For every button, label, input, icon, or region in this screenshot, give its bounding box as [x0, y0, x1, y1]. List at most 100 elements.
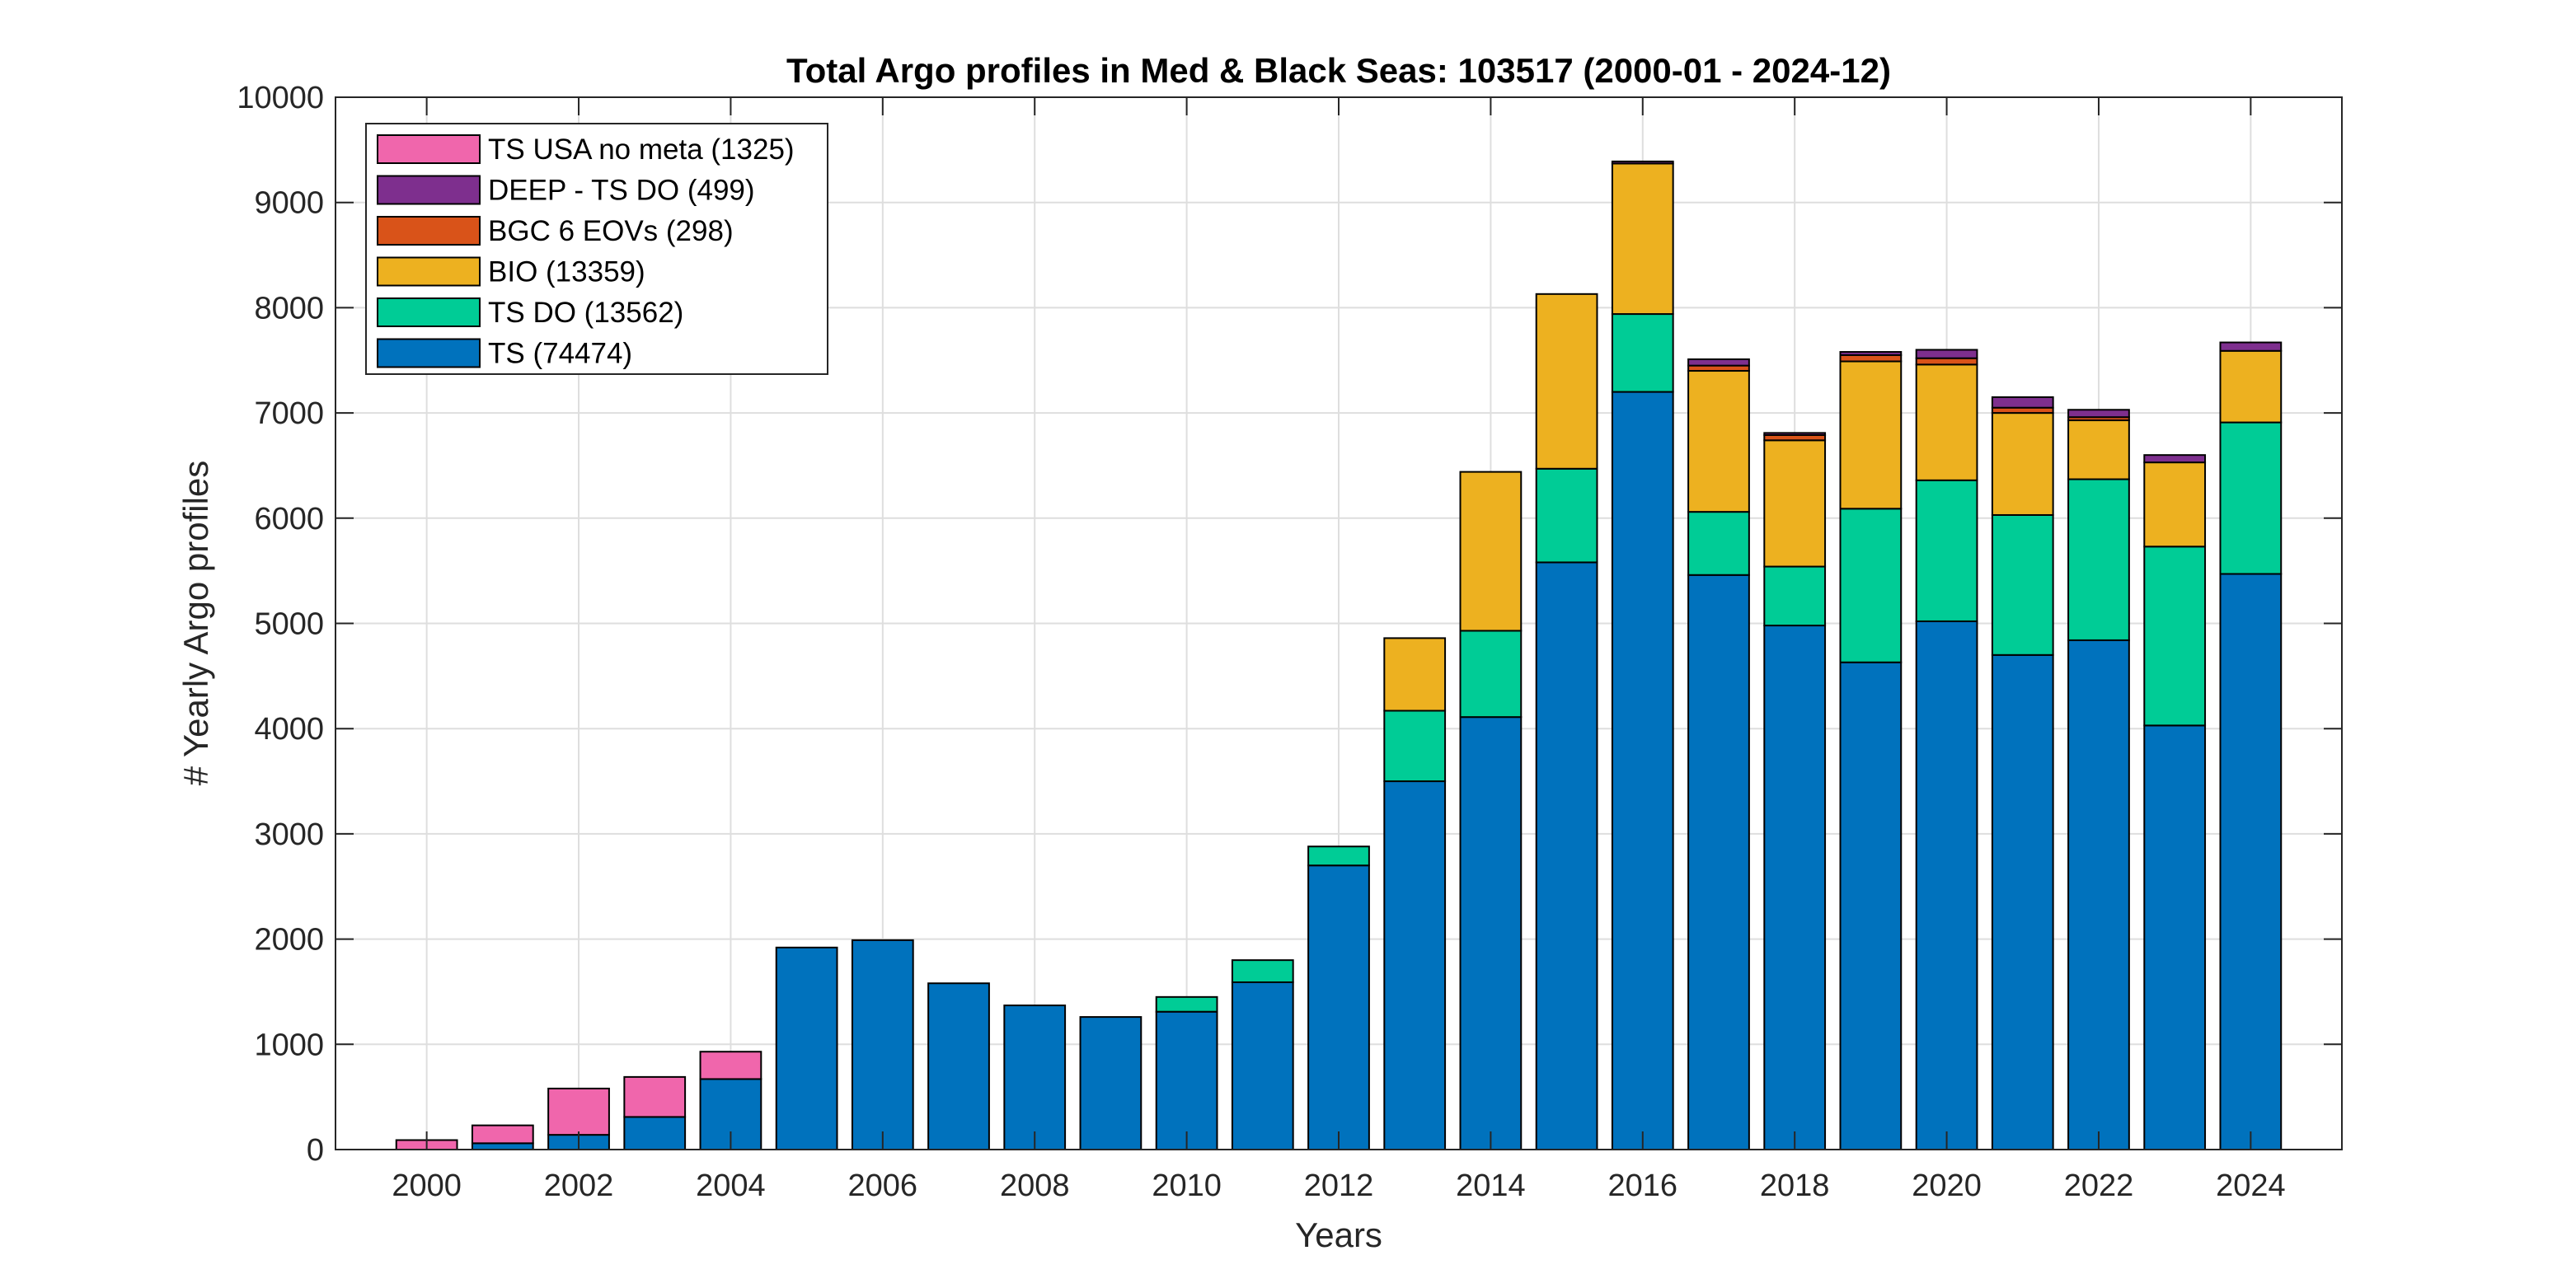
legend-box: [365, 123, 828, 375]
bar-segment: [1839, 661, 1903, 1150]
legend-swatch: [377, 216, 481, 246]
bar-segment: [1231, 981, 1294, 1151]
y-tick-label: 1000: [254, 1028, 324, 1062]
bar-segment: [1839, 351, 1903, 356]
x-tick-label: 2024: [2216, 1169, 2286, 1203]
bar-segment: [2067, 478, 2130, 641]
bar-segment: [1915, 357, 1978, 366]
legend-entry: DEEP - TS DO (499): [488, 175, 755, 207]
y-tick-label: 10000: [237, 81, 324, 115]
bar-segment: [2143, 454, 2207, 464]
y-axis-label: # Yearly Argo profiles: [176, 461, 215, 786]
bar-segment: [1915, 479, 1978, 622]
axis-ticks: [335, 96, 2342, 1150]
bar-segment: [1383, 710, 1447, 783]
bar-segment: [1915, 620, 1978, 1150]
bar-segment: [1839, 508, 1903, 663]
bar-segment: [1763, 565, 1827, 627]
legend-swatch: [377, 134, 481, 164]
x-tick-label: 2010: [1152, 1169, 1222, 1203]
bar-segment: [1079, 1016, 1143, 1151]
bar-segment: [2143, 461, 2207, 548]
legend-entry: TS (74474): [488, 338, 632, 370]
bar-segment: [851, 939, 914, 1150]
bar-segment: [1611, 313, 1674, 393]
x-tick-label: 2018: [1760, 1169, 1830, 1203]
bar-segment: [2143, 546, 2207, 727]
bar-segment: [1687, 370, 1750, 513]
bar-segment: [1839, 354, 1903, 363]
x-tick-label: 2002: [544, 1169, 614, 1203]
bar-segment: [2219, 421, 2283, 575]
bar-segment: [1535, 293, 1598, 470]
legend-entry: TS USA no meta (1325): [488, 133, 795, 166]
x-tick-labels: 2000 2002 2004 2006 2008 2010 2012 2014 2016 2018…: [392, 1169, 2285, 1203]
x-tick-label: 2012: [1304, 1169, 1374, 1203]
bar-segment: [2219, 573, 2283, 1150]
x-tick-label: 2022: [2064, 1169, 2134, 1203]
bar-segment: [1687, 358, 1750, 367]
legend-entry: BIO (13359): [488, 256, 645, 288]
bar-segment: [1535, 467, 1598, 564]
bar-segment: [1991, 513, 2054, 656]
bar-segment: [547, 1087, 610, 1136]
bar-segment: [1611, 391, 1674, 1150]
y-tick-label: 3000: [254, 817, 324, 852]
legend-swatch: [377, 297, 481, 327]
bar-segment: [1459, 630, 1523, 719]
bar-segment: [1915, 363, 1978, 481]
bar-segment: [775, 946, 838, 1151]
bar-segment: [2067, 409, 2130, 419]
bar-segment: [1611, 160, 1674, 165]
bar-segment: [1383, 637, 1447, 712]
x-tick-label: 2016: [1608, 1169, 1678, 1203]
y-tick-labels: 0 1000 2000 3000 4000 5000 6000 7000 8000 9000 100…: [237, 81, 324, 1168]
legend-entry: TS DO (13562): [488, 297, 683, 329]
x-tick-label: 2014: [1456, 1169, 1526, 1203]
bar-segment: [1459, 716, 1523, 1150]
bar-segment: [1915, 349, 1978, 359]
x-tick-label: 2020: [1912, 1169, 1982, 1203]
bar-segment: [1155, 1010, 1218, 1151]
legend-swatch: [377, 338, 481, 368]
bar-segment: [2067, 639, 2130, 1150]
x-tick-label: 2000: [392, 1169, 462, 1203]
legend-swatch: [377, 175, 481, 205]
bar-segment: [1307, 864, 1370, 1150]
bar-segment: [1763, 432, 1827, 436]
bar-segment: [623, 1116, 687, 1150]
bar-segment: [1535, 561, 1598, 1150]
bar-segment: [2067, 419, 2130, 480]
legend: TS USA no meta (1325) DEEP - TS DO (499) B…: [365, 123, 828, 375]
y-tick-label: 5000: [254, 607, 324, 642]
bar-segment: [471, 1142, 534, 1151]
bar-segment: [1763, 439, 1827, 568]
bar-segment: [2219, 349, 2283, 424]
y-tick-label: 4000: [254, 712, 324, 747]
x-tick-label: 2006: [848, 1169, 918, 1203]
bar-segment: [1383, 780, 1447, 1150]
bar-segment: [1763, 625, 1827, 1150]
bar-segment: [2143, 724, 2207, 1150]
y-tick-label: 2000: [254, 923, 324, 958]
y-tick-label: 9000: [254, 186, 324, 221]
bar-segment: [1839, 360, 1903, 510]
bar-segment: [1155, 995, 1218, 1013]
y-tick-label: 8000: [254, 291, 324, 326]
bars: [395, 160, 2283, 1151]
bar-segment: [699, 1051, 762, 1080]
bar-segment: [1687, 511, 1750, 576]
bar-segment: [1991, 412, 2054, 516]
y-tick-label: 0: [307, 1133, 324, 1168]
bar-segment: [1231, 959, 1294, 983]
x-tick-label: 2008: [1000, 1169, 1070, 1203]
bar-segment: [1003, 1005, 1067, 1151]
x-axis-label: Years: [1295, 1215, 1382, 1254]
bar-segment: [1611, 162, 1674, 316]
y-tick-label: 6000: [254, 502, 324, 536]
x-tick-label: 2004: [696, 1169, 766, 1203]
bar-segment: [623, 1075, 687, 1118]
bar-segment: [1687, 574, 1750, 1150]
legend-swatch: [377, 256, 481, 287]
